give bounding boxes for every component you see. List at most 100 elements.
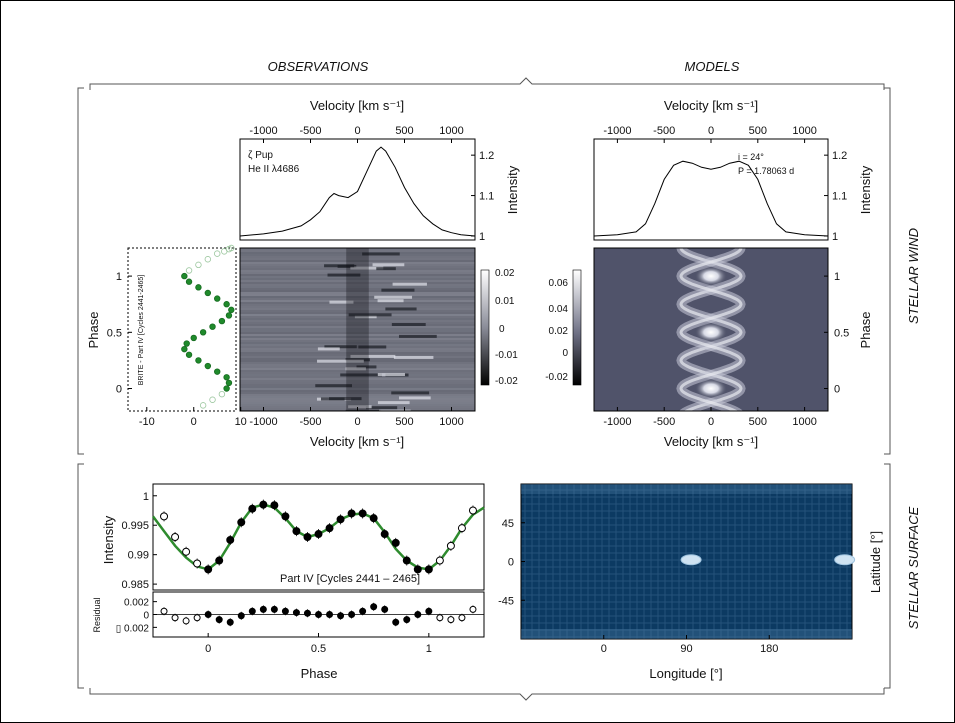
- obs-dynamic-feature: [348, 405, 372, 409]
- brite-point: [218, 390, 226, 398]
- model-colorbar-tick: 0.06: [549, 278, 569, 289]
- obs-dynamic-row: [240, 304, 475, 306]
- surface-ytick-label: 0: [508, 557, 514, 569]
- surface-spot: [834, 554, 856, 566]
- phase-xtick-label: 0: [205, 643, 211, 655]
- obs-top-xlabel: Velocity [km s⁻¹]: [310, 98, 404, 113]
- residual-point: [248, 607, 256, 615]
- obs-dynamic-row: [240, 286, 475, 288]
- obs-profile-frame: [239, 138, 476, 241]
- obs-dynamic-row: [240, 350, 475, 352]
- residual-point: [226, 618, 234, 626]
- model-top-xlabel: Velocity [km s⁻¹]: [664, 98, 758, 113]
- obs-dynamic-feature: [393, 355, 434, 359]
- brite-point: [195, 261, 202, 269]
- light-curve-point: [292, 527, 301, 536]
- obs-dynamic-row: [240, 370, 475, 372]
- obs-dynamic-row: [240, 280, 475, 282]
- residual-point: [436, 614, 444, 622]
- obs-dynamic-feature: [356, 365, 377, 369]
- obs-profile-ytick-label: 1.2: [479, 150, 494, 162]
- light-curve-point: [336, 515, 345, 524]
- model-phase-ylabel: Phase: [858, 312, 873, 349]
- residual-point: [447, 616, 455, 624]
- obs-dynamic-row: [240, 300, 475, 302]
- model-profile-xtick-label: -500: [653, 125, 675, 137]
- obs-dynamic-row: [240, 272, 475, 274]
- obs-dynamic-row: [240, 292, 475, 294]
- obs-dynamic-row: [240, 320, 475, 322]
- obs-dynamic-feature: [329, 397, 362, 401]
- light-curve-point: [204, 565, 213, 574]
- residual-point: [348, 611, 356, 618]
- light-curve-point: [424, 565, 433, 574]
- brite-xtick-label: 10: [235, 416, 247, 428]
- obs-dynamic-row: [240, 330, 475, 332]
- obs-dynamic-row: [240, 258, 475, 260]
- obs-dynamic-row: [240, 384, 475, 386]
- obs-dynamic-row: [240, 338, 475, 340]
- light-curve-point: [303, 533, 312, 541]
- model-dynamic-xtick-label: -1000: [603, 416, 631, 428]
- light-curve-point: [369, 514, 378, 523]
- obs-dynamic-feature: [317, 359, 364, 363]
- obs-dynamic-row: [240, 352, 475, 354]
- obs-dynamic-row: [240, 388, 475, 390]
- obs-dynamic-row: [240, 380, 475, 382]
- residual-point: [403, 616, 411, 624]
- model-profile-xtick-label: 500: [749, 125, 767, 137]
- light-curve-point: [468, 506, 477, 515]
- obs-dynamic-row: [240, 348, 475, 350]
- obs-profile-xtick-label: 0: [354, 125, 360, 137]
- obs-dynamic-row: [240, 264, 475, 266]
- brite-point: [218, 317, 226, 325]
- obs-dynamic-row: [240, 386, 475, 388]
- residual-point: [270, 605, 278, 613]
- obs-dynamic-feature: [324, 345, 357, 349]
- brite-ytick-label: 0: [116, 384, 122, 396]
- obs-colorbar-tick: 0: [499, 324, 505, 335]
- obs-dynamic-feature: [329, 300, 354, 304]
- obs-dynamic-row: [240, 310, 475, 312]
- brite-point: [225, 379, 233, 387]
- brite-point: [185, 351, 193, 358]
- obs-dynamic-feature: [391, 391, 430, 395]
- obs-dynamic-feature: [392, 282, 427, 286]
- surface-ytick-label: -45: [498, 595, 514, 607]
- light-curve-point: [193, 559, 202, 568]
- brite-point: [195, 357, 202, 364]
- brite-point: [223, 374, 230, 381]
- obs-dynamic-feature: [345, 367, 366, 371]
- light-curve-point: [347, 509, 356, 518]
- brite-point: [181, 345, 188, 353]
- light-curve-point: [160, 512, 169, 521]
- light-curve-annotation: Part IV [Cycles 2441 – 2465]: [280, 573, 420, 585]
- obs-dynamic-row: [240, 270, 475, 272]
- residual-point: [392, 618, 400, 626]
- surface-map-panel: Longitude [°] Latitude [°]: [520, 483, 883, 681]
- obs-dynamic-feature: [340, 373, 382, 377]
- obs-dynamic-feature: [350, 354, 396, 358]
- obs-dynamic-row: [240, 394, 475, 396]
- residual-ytick-label: 0.002: [124, 598, 149, 609]
- obs-dynamic-row: [240, 306, 475, 308]
- obs-dynamic-feature: [377, 299, 404, 303]
- obs-dynamic-row: [240, 382, 475, 384]
- surface-xtick-label: 90: [680, 643, 692, 655]
- brite-point: [214, 250, 221, 257]
- residual-point: [237, 612, 245, 620]
- obs-profile-xtick-label: -500: [299, 125, 321, 137]
- model-dynamic-track: [679, 248, 743, 411]
- stellar-wind-label: STELLAR WIND: [906, 228, 921, 324]
- obs-dynamic-row: [240, 322, 475, 324]
- obs-dynamic-row: [240, 340, 475, 342]
- obs-dynamic-row: [240, 252, 475, 254]
- brite-point: [204, 362, 212, 370]
- obs-dynamic-row: [240, 262, 475, 264]
- model-dynamic-xtick-label: 0: [708, 416, 714, 428]
- residual-point: [370, 603, 378, 611]
- light-curve-point: [248, 504, 257, 513]
- light-curve-ytick-label: 0.995: [121, 520, 149, 532]
- phase-xtick-label: 0.5: [311, 643, 326, 655]
